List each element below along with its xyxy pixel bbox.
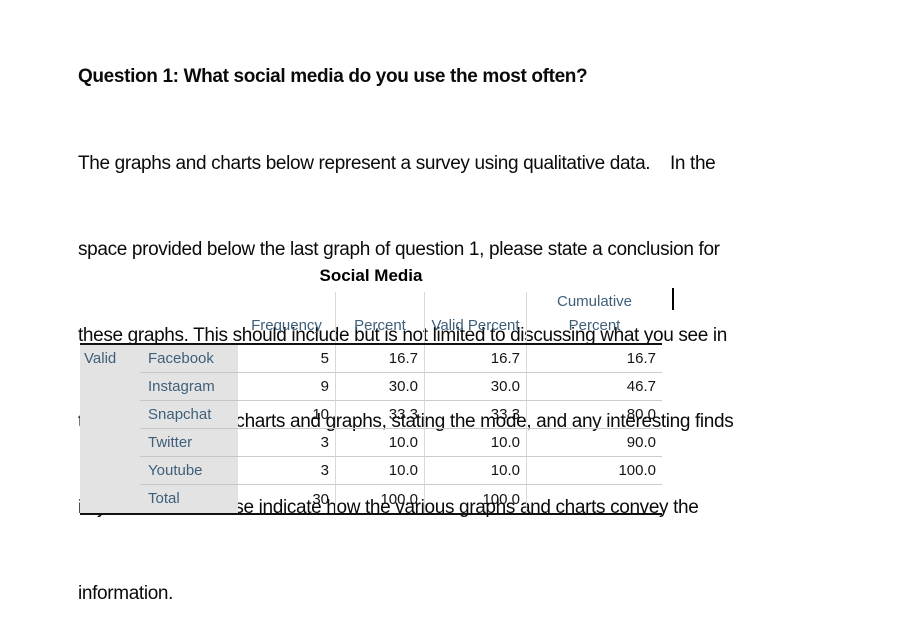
table-row: Snapchat 10 33.3 33.3 80.0 — [80, 401, 662, 429]
cell-cumulative-percent: 46.7 — [526, 373, 662, 401]
stub-valid-label: Valid — [80, 345, 140, 373]
cell-percent: 16.7 — [335, 345, 424, 373]
question-line: these graphs. This should include but is… — [78, 324, 728, 346]
cell-valid-percent: 30.0 — [424, 373, 526, 401]
column-header-percent: Percent — [335, 292, 424, 343]
row-label: Total — [140, 485, 238, 513]
cell-frequency: 10 — [238, 401, 335, 429]
cell-cumulative-percent: 16.7 — [526, 345, 662, 373]
document-page: { "question": { "title_line": "Question … — [78, 66, 734, 604]
cell-percent: 100.0 — [335, 485, 424, 513]
cell-percent: 10.0 — [335, 457, 424, 485]
text-cursor — [672, 288, 674, 310]
column-header-cumulative-percent: Cumulative Percent — [526, 292, 662, 343]
row-label: Facebook — [140, 345, 238, 373]
table-row: Instagram 9 30.0 30.0 46.7 — [80, 373, 662, 401]
row-label: Snapchat — [140, 401, 238, 429]
cell-valid-percent: 100.0 — [424, 485, 526, 513]
frequency-table: Social Media Frequency Percent Valid Per… — [80, 266, 662, 515]
question-title: Question 1: What social media do you use… — [78, 66, 588, 88]
stub-spacer — [80, 373, 140, 401]
cell-percent: 30.0 — [335, 373, 424, 401]
stub-spacer — [80, 457, 140, 485]
question-line: space provided below the last graph of q… — [78, 238, 720, 260]
cell-cumulative-percent: 100.0 — [526, 457, 662, 485]
cell-percent: 10.0 — [335, 429, 424, 457]
question-line: information. — [78, 582, 174, 604]
stub-spacer — [80, 401, 140, 429]
cell-frequency: 3 — [238, 429, 335, 457]
stub-spacer — [80, 485, 140, 513]
table-row: Youtube 3 10.0 10.0 100.0 — [80, 457, 662, 485]
table-row-total: Total 30 100.0 100.0 — [80, 485, 662, 513]
column-header-valid-percent: Valid Percent — [424, 292, 526, 343]
cell-percent: 33.3 — [335, 401, 424, 429]
cell-cumulative-percent: 90.0 — [526, 429, 662, 457]
cell-cumulative-percent — [526, 485, 662, 513]
question-line: The graphs and charts below represent a … — [78, 152, 716, 174]
table-bottom-rule — [80, 513, 662, 515]
column-header-frequency: Frequency — [251, 317, 322, 334]
cell-valid-percent: 10.0 — [424, 429, 526, 457]
cell-valid-percent: 16.7 — [424, 345, 526, 373]
header-stub-spacer — [80, 292, 238, 343]
row-label: Youtube — [140, 457, 238, 485]
table-header-row: Frequency Percent Valid Percent Cumulati… — [80, 292, 662, 343]
stub-spacer — [80, 429, 140, 457]
cell-frequency: 30 — [312, 490, 329, 508]
cell-valid-percent: 10.0 — [424, 457, 526, 485]
row-label: Instagram — [140, 373, 238, 401]
cell-frequency: 3 — [238, 457, 335, 485]
table-row: Twitter 3 10.0 10.0 90.0 — [80, 429, 662, 457]
table-title: Social Media — [319, 266, 423, 285]
cell-cumulative-percent: 80.0 — [526, 401, 662, 429]
cell-valid-percent: 33.3 — [424, 401, 526, 429]
row-label: Twitter — [140, 429, 238, 457]
table-row: Valid Facebook 5 16.7 16.7 16.7 — [80, 345, 662, 373]
header-rule — [80, 343, 662, 345]
cell-frequency: 9 — [238, 373, 335, 401]
cell-frequency: 5 — [238, 345, 335, 373]
